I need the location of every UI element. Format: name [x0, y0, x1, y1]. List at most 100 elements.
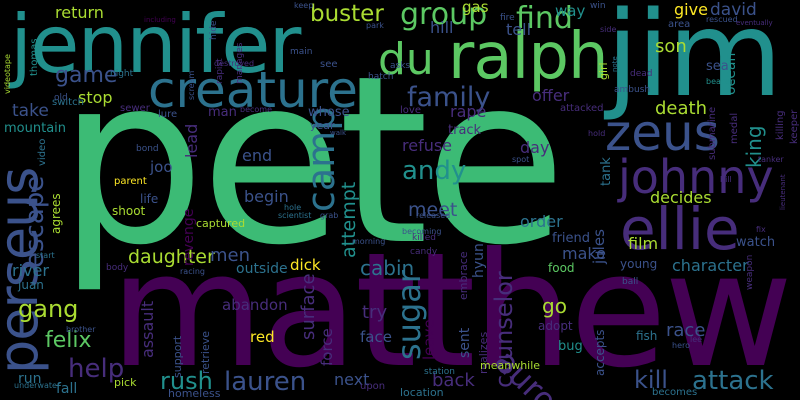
cloud-word: sent: [457, 327, 473, 358]
cloud-word: leave: [420, 319, 438, 360]
cloud-word: including: [144, 16, 176, 24]
cloud-word: shoot: [112, 204, 146, 218]
cloud-word: hide: [209, 20, 219, 40]
cloud-word: fish: [636, 329, 658, 343]
cloud-word: game: [55, 63, 118, 88]
cloud-word: tank: [599, 157, 614, 186]
cloud-word: embrace: [457, 251, 470, 300]
cloud-word: gang: [18, 295, 79, 323]
cloud-word: food: [548, 261, 575, 275]
cloud-word: fire: [500, 13, 515, 23]
cloud-word: adopt: [538, 319, 573, 333]
cloud-word: accepts: [593, 329, 607, 376]
cloud-word: station: [424, 367, 455, 377]
cloud-word: agrees: [49, 193, 63, 234]
cloud-word: hero: [672, 341, 690, 350]
cloud-word: underwater: [14, 381, 61, 390]
cloud-word: fall: [56, 381, 78, 397]
cloud-word: upon: [360, 381, 386, 392]
cloud-word: candy: [410, 247, 438, 257]
cloud-word: night: [110, 69, 134, 79]
cloud-word: jim: [606, 0, 783, 123]
cloud-word: way: [555, 2, 586, 20]
cloud-word: pick: [114, 376, 137, 389]
cloud-word: keep: [294, 1, 314, 10]
cloud-word: face: [360, 328, 392, 346]
cloud-word: sewer: [120, 103, 150, 114]
cloud-word: find: [516, 1, 573, 36]
cloud-word: watch: [736, 235, 776, 250]
cloud-word: rush: [160, 367, 213, 395]
cloud-word: love: [400, 105, 421, 116]
cloud-word: stop: [78, 88, 113, 107]
cloud-word: beacon: [706, 77, 736, 86]
cloud-word: win: [590, 1, 606, 11]
cloud-word: grab: [320, 211, 339, 220]
cloud-word: captured: [196, 217, 246, 230]
cloud-word: tell: [506, 20, 532, 39]
cloud-word: david: [710, 0, 757, 20]
cloud-word: meanwhile: [480, 359, 541, 372]
cloud-word: keeper: [789, 109, 800, 144]
cloud-word: felix: [45, 328, 92, 353]
cloud-word: rape: [450, 102, 487, 121]
cloud-word: asks: [390, 61, 411, 71]
cloud-word: andy: [402, 156, 467, 186]
cloud-word: hatch: [368, 72, 394, 82]
cloud-word: bond: [136, 144, 159, 154]
cloud-word: bug: [558, 339, 583, 354]
cloud-word: zeus: [605, 104, 720, 162]
cloud-word: revenge: [181, 208, 197, 266]
cloud-word: creature: [148, 61, 358, 119]
cloud-word: race: [666, 320, 706, 341]
cloud-word: scientist: [278, 211, 312, 220]
cloud-word: killing: [775, 110, 786, 140]
cloud-word: character: [672, 256, 749, 275]
cloud-word: offer: [532, 86, 570, 105]
cloud-word: retrieve: [199, 331, 212, 374]
cloud-word: men: [210, 245, 251, 266]
cloud-word: death: [655, 98, 707, 119]
cloud-word: next: [334, 370, 370, 389]
cloud-word: killed: [412, 233, 436, 243]
cloud-word: attacked: [560, 103, 604, 114]
cloud-word: meet: [408, 199, 458, 221]
cloud-word: track: [448, 123, 482, 138]
cloud-word: force: [318, 328, 336, 366]
cloud-word: homeless: [168, 387, 221, 400]
cloud-word: group: [400, 0, 488, 32]
cloud-word: refuse: [402, 136, 453, 155]
cloud-word: run: [18, 371, 42, 387]
cloud-word: area: [668, 19, 691, 30]
cloud-word: man: [208, 105, 237, 120]
cloud-word: joo: [150, 158, 173, 176]
cloud-word: buster: [310, 1, 384, 27]
cloud-word: try: [362, 302, 388, 323]
cloud-word: girl: [597, 62, 610, 80]
cloud-word: matthew: [110, 219, 793, 400]
cloud-word: take: [12, 101, 49, 121]
cloud-word: become: [240, 105, 273, 114]
cloud-word: note: [611, 56, 619, 72]
cloud-word: begin: [244, 187, 289, 206]
cloud-word: lee: [690, 335, 703, 344]
cloud-word: side: [600, 25, 617, 34]
cloud-word: go: [542, 294, 567, 318]
cloud-word: racing: [180, 267, 205, 276]
cloud-word: lieutenant: [779, 174, 787, 210]
cloud-word: location: [400, 386, 444, 399]
cloud-word: lead: [182, 123, 201, 158]
cloud-word: medal: [729, 112, 740, 144]
cloud-word: body: [106, 263, 129, 273]
cloud-word: becomes: [652, 387, 698, 398]
cloud-word: assault: [138, 300, 157, 358]
cloud-word: walk: [330, 129, 347, 137]
cloud-word: destroyed: [214, 59, 255, 68]
cloud-word: lure: [158, 109, 178, 120]
cloud-word: day: [520, 138, 550, 157]
cloud-word: parent: [114, 176, 147, 187]
cloud-word: river: [12, 261, 49, 280]
cloud-word: ralph: [448, 20, 608, 94]
cloud-word: juan: [18, 278, 44, 292]
cloud-word: abandon: [222, 296, 288, 314]
